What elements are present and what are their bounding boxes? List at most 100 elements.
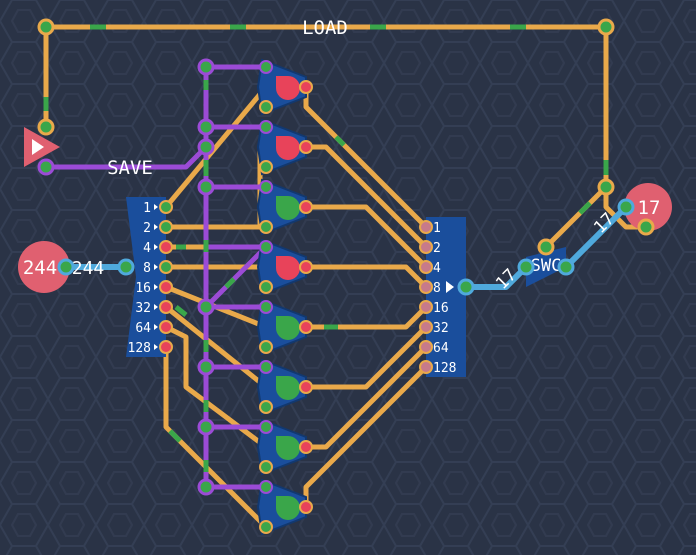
register-load-pin[interactable]	[259, 460, 273, 474]
play-component[interactable]	[24, 127, 60, 167]
register-save-pin[interactable]	[259, 420, 273, 434]
register-state-off-icon	[276, 436, 300, 460]
splitter-pin[interactable]	[159, 260, 173, 274]
register-save-pin[interactable]	[259, 180, 273, 194]
joiner-arrow-icon	[446, 281, 454, 293]
register-load-pin[interactable]	[259, 340, 273, 354]
joiner-pin[interactable]	[419, 240, 433, 254]
register-load-pin[interactable]	[259, 280, 273, 294]
data-wire-markers	[168, 135, 592, 443]
joiner-bit-label: 1	[433, 221, 441, 236]
joiner-bit-label: 2	[433, 241, 441, 256]
load-label: LOAD	[302, 17, 348, 39]
swc-component[interactable]: SWC	[526, 247, 566, 287]
byte-joiner[interactable]: 1 2 4 8 16 32 64 128	[419, 217, 466, 377]
bit-register[interactable]	[256, 478, 313, 536]
register-output-pin[interactable]	[299, 80, 313, 94]
joiner-pin[interactable]	[419, 360, 433, 374]
register-save-pin[interactable]	[259, 240, 273, 254]
register-output-pin[interactable]	[299, 140, 313, 154]
bit-register[interactable]	[256, 298, 313, 356]
joiner-bit-label: 16	[433, 301, 449, 316]
save-wire-markers	[203, 80, 236, 472]
junction-nodes	[37, 18, 655, 496]
splitter-bit-label: 16	[135, 281, 151, 296]
register-save-pin[interactable]	[259, 480, 273, 494]
load-wire-markers	[43, 24, 609, 175]
register-output-pin[interactable]	[299, 380, 313, 394]
register-output-pin[interactable]	[299, 440, 313, 454]
input-component[interactable]: 244 244	[18, 241, 104, 293]
bit-register[interactable]	[256, 118, 313, 176]
register-output-pin[interactable]	[299, 260, 313, 274]
register-save-pin[interactable]	[259, 360, 273, 374]
joiner-bit-label: 4	[433, 261, 441, 276]
register-load-pin[interactable]	[259, 220, 273, 234]
splitter-pin[interactable]	[159, 340, 173, 354]
register-load-pin[interactable]	[259, 100, 273, 114]
swc-label: SWC	[531, 256, 562, 276]
splitter-bit-label: 4	[143, 241, 151, 256]
register-state-off-icon	[276, 316, 300, 340]
joiner-bit-label: 32	[433, 321, 449, 336]
splitter-bit-label: 128	[128, 341, 151, 356]
input-value: 244	[23, 257, 57, 279]
splitter-pin[interactable]	[159, 200, 173, 214]
joiner-pin[interactable]	[419, 340, 433, 354]
splitter-arrow-icon	[154, 224, 158, 230]
register-output-pin[interactable]	[299, 320, 313, 334]
joiner-bit-label: 8	[433, 281, 441, 296]
joiner-pin[interactable]	[419, 260, 433, 274]
register-state-off-icon	[276, 196, 300, 220]
bit-register[interactable]	[256, 358, 313, 416]
register-load-pin[interactable]	[259, 160, 273, 174]
joiner-pin[interactable]	[419, 280, 433, 294]
bit-register[interactable]	[256, 58, 313, 116]
splitter-pin[interactable]	[159, 300, 173, 314]
register-load-pin[interactable]	[259, 400, 273, 414]
splitter-arrow-icon	[154, 204, 158, 210]
save-wire[interactable]	[46, 64, 268, 490]
splitter-bit-label: 8	[143, 261, 151, 276]
splitter-pin[interactable]	[159, 320, 173, 334]
splitter-pin[interactable]	[159, 280, 173, 294]
splitter-arrow-icon	[154, 244, 158, 250]
register-save-pin[interactable]	[259, 60, 273, 74]
register-output-pin[interactable]	[299, 200, 313, 214]
splitter-bit-label: 32	[135, 301, 151, 316]
bit-register[interactable]	[256, 418, 313, 476]
splitter-arrow-icon	[154, 264, 158, 270]
splitter-pin[interactable]	[159, 220, 173, 234]
joiner-pin[interactable]	[419, 320, 433, 334]
register-state-on-icon	[276, 256, 300, 280]
joiner-pin[interactable]	[419, 300, 433, 314]
bit-register[interactable]	[256, 238, 313, 296]
register-output-pin[interactable]	[299, 500, 313, 514]
splitter-bit-label: 1	[143, 201, 151, 216]
splitter-arrow-icon	[154, 284, 158, 290]
splitter-bit-label: 64	[135, 321, 151, 336]
register-state-off-icon	[276, 496, 300, 520]
output-component[interactable]: 17	[624, 183, 672, 231]
splitter-bit-label: 2	[143, 221, 151, 236]
joiner-pin[interactable]	[419, 220, 433, 234]
splitter-arrow-icon	[154, 304, 158, 310]
bit-register[interactable]	[256, 178, 313, 236]
register-save-pin[interactable]	[259, 120, 273, 134]
register-state-on-icon	[276, 136, 300, 160]
load-wire[interactable]	[43, 24, 609, 187]
save-label: SAVE	[107, 157, 153, 179]
joiner-bit-label: 128	[433, 361, 456, 376]
byte-splitter[interactable]: 1 2 4 8 16 32 64 128	[126, 197, 173, 357]
register-save-pin[interactable]	[259, 300, 273, 314]
register-load-pin[interactable]	[259, 520, 273, 534]
output-value: 17	[638, 197, 661, 219]
splitter-pin[interactable]	[159, 240, 173, 254]
register-state-off-icon	[276, 376, 300, 400]
splitter-arrow-icon	[154, 344, 158, 350]
input-wire-value: 244	[72, 258, 105, 279]
splitter-arrow-icon	[154, 324, 158, 330]
